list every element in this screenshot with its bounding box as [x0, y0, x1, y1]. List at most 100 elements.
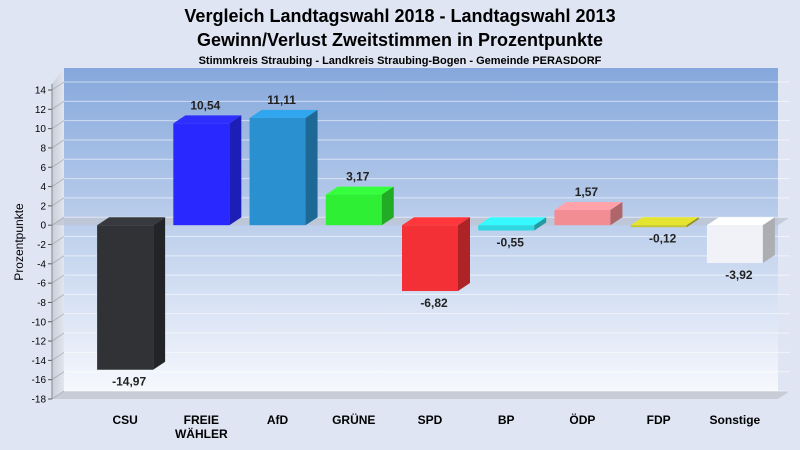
bar-top — [97, 217, 166, 226]
y-tick-label: 12 — [35, 105, 47, 116]
value-label: 3,17 — [346, 170, 370, 184]
bar-4 — [325, 186, 394, 226]
y-tick-label: -10 — [32, 317, 47, 328]
category-label: ÖDP — [569, 412, 595, 427]
y-axis-label: Prozentpunkte — [12, 203, 26, 281]
bar-front — [97, 225, 154, 370]
grid-line-side — [51, 178, 65, 187]
category-label: FDP — [647, 413, 671, 427]
y-tick-label: -2 — [37, 240, 46, 251]
y-tick-label: 2 — [40, 201, 46, 212]
grid-line-side — [51, 81, 65, 91]
chart-subtitle: Stimmkreis Straubing - Landkreis Straubi… — [199, 55, 602, 67]
plot-floor — [52, 391, 790, 399]
bar-front — [173, 123, 230, 226]
bar-front — [554, 210, 611, 226]
y-tick-label: -6 — [37, 279, 46, 290]
y-tick-label: -12 — [32, 337, 47, 348]
value-labels: -14,97 10,54 11,11 3,17 -6,82 -0,55 1,57 -0,12 -… — [112, 93, 753, 389]
chart-title: Vergleich Landtagswahl 2018 - Landtagswa… — [184, 6, 615, 26]
grid-line-side — [51, 197, 65, 207]
bar-top — [554, 202, 623, 211]
grid-line-side — [51, 351, 65, 361]
value-label: -3,92 — [725, 268, 753, 282]
category-label: SPD — [418, 413, 443, 427]
bar-5 — [402, 217, 470, 292]
grid-line-side — [51, 274, 65, 284]
bar-front — [630, 225, 687, 228]
grid-line-side — [51, 216, 65, 226]
grid-line-side — [51, 236, 65, 245]
grid-line-side — [51, 313, 65, 323]
y-tick-label: -16 — [32, 375, 47, 386]
bar-side — [762, 217, 775, 264]
bar-side — [686, 217, 699, 228]
plot-side-wall — [52, 68, 64, 399]
value-label: -0,12 — [649, 231, 677, 245]
bar-front — [706, 225, 763, 264]
bar-front — [249, 117, 306, 226]
bar-side — [381, 186, 394, 226]
value-label: 1,57 — [575, 185, 599, 199]
bar-top — [249, 109, 318, 118]
grid-line-side — [51, 139, 65, 149]
bar-1 — [97, 217, 166, 370]
grid-line-side — [51, 120, 65, 130]
bar-top — [706, 217, 775, 226]
value-label: 11,11 — [267, 93, 296, 107]
bar-front — [402, 225, 458, 292]
bar-9 — [706, 217, 775, 264]
value-label: 10,54 — [190, 98, 220, 112]
y-tick-label: -18 — [32, 395, 47, 406]
bar-top — [325, 186, 394, 195]
value-label: -14,97 — [112, 375, 146, 389]
category-label: WÄHLER — [175, 426, 228, 441]
bars — [97, 109, 775, 370]
category-label: CSU — [112, 413, 137, 427]
value-label: -6,82 — [420, 296, 448, 310]
grid-line-side — [51, 390, 65, 400]
bar-side — [610, 202, 623, 226]
grid-line-side — [51, 294, 65, 303]
bar-side — [229, 115, 242, 226]
chart-title-2: Gewinn/Verlust Zweitstimmen in Prozentpu… — [197, 30, 603, 50]
category-label: AfD — [267, 413, 289, 427]
grid-line-side — [51, 332, 65, 342]
bar-top — [402, 217, 470, 226]
bar-7 — [554, 202, 623, 226]
grid-line-side — [51, 371, 65, 381]
y-axis: 14 12 10 8 6 4 2 0 -2 -4 -6 -8 -10 -12 -14 -16 -18 — [32, 84, 53, 406]
value-label: -0,55 — [497, 235, 525, 249]
y-tick-label: -14 — [32, 356, 47, 367]
y-tick-label: 6 — [40, 163, 46, 174]
category-label: FREIE — [184, 413, 219, 427]
y-tick-label: -4 — [37, 259, 46, 270]
bar-side — [458, 217, 470, 292]
bar-3 — [249, 109, 318, 226]
y-tick-label: -8 — [37, 298, 46, 309]
category-label: GRÜNE — [332, 412, 375, 427]
category-label: Sonstige — [710, 413, 761, 427]
bar-side — [534, 217, 547, 231]
y-tick-label: 10 — [35, 124, 47, 135]
bar-front — [478, 225, 535, 231]
bar-top — [478, 217, 547, 226]
y-tick-label: 0 — [40, 221, 46, 232]
grid-line-side — [51, 100, 65, 110]
grid-line-side — [51, 255, 65, 265]
y-tick-label: 8 — [40, 143, 46, 154]
bar-6 — [478, 217, 547, 231]
y-tick-label: 14 — [35, 86, 47, 97]
category-label: BP — [498, 413, 515, 427]
grid-line-side — [51, 158, 65, 168]
bar-side — [305, 109, 318, 226]
bar-top — [630, 217, 699, 226]
bar-8 — [630, 217, 699, 228]
bar-top — [173, 115, 242, 124]
bar-2 — [173, 115, 242, 226]
bar-front — [325, 194, 382, 226]
y-tick-label: 4 — [40, 182, 46, 193]
bar-side — [153, 217, 166, 370]
